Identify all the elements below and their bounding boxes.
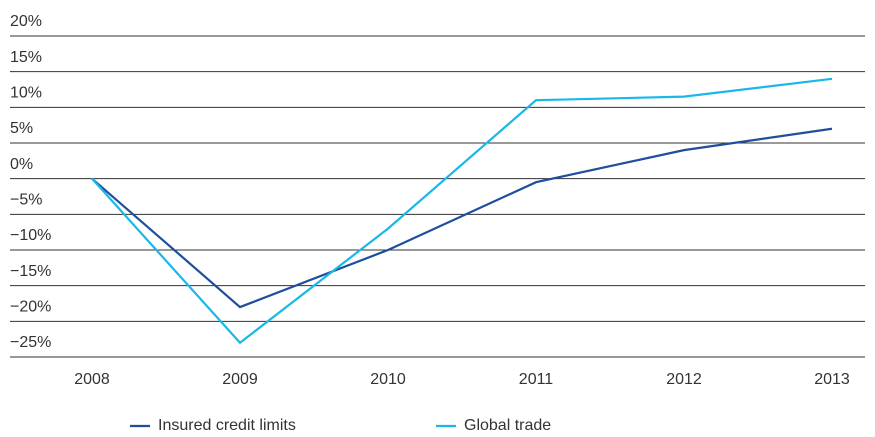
y-tick-label: −5% (10, 192, 42, 209)
y-tick-label: −20% (10, 299, 51, 316)
y-tick-label: 5% (10, 120, 33, 137)
y-tick-label: −15% (10, 263, 51, 280)
y-tick-label: 10% (10, 85, 42, 102)
legend-label: Insured credit limits (158, 417, 296, 434)
series-line (91, 127, 833, 309)
legend-label: Global trade (464, 417, 551, 434)
x-tick-label: 2009 (222, 371, 258, 388)
x-tick-label: 2011 (519, 371, 554, 388)
y-tick-label: 20% (10, 13, 42, 30)
x-tick-label: 2008 (74, 371, 110, 388)
series-line (91, 77, 833, 345)
y-tick-label: 0% (10, 156, 33, 173)
x-tick-label: 2013 (814, 371, 850, 388)
y-tick-label: −25% (10, 334, 51, 351)
y-tick-label: 15% (10, 49, 42, 66)
y-tick-label: −10% (10, 227, 51, 244)
x-tick-label: 2012 (666, 371, 702, 388)
x-tick-label: 2010 (370, 371, 406, 388)
